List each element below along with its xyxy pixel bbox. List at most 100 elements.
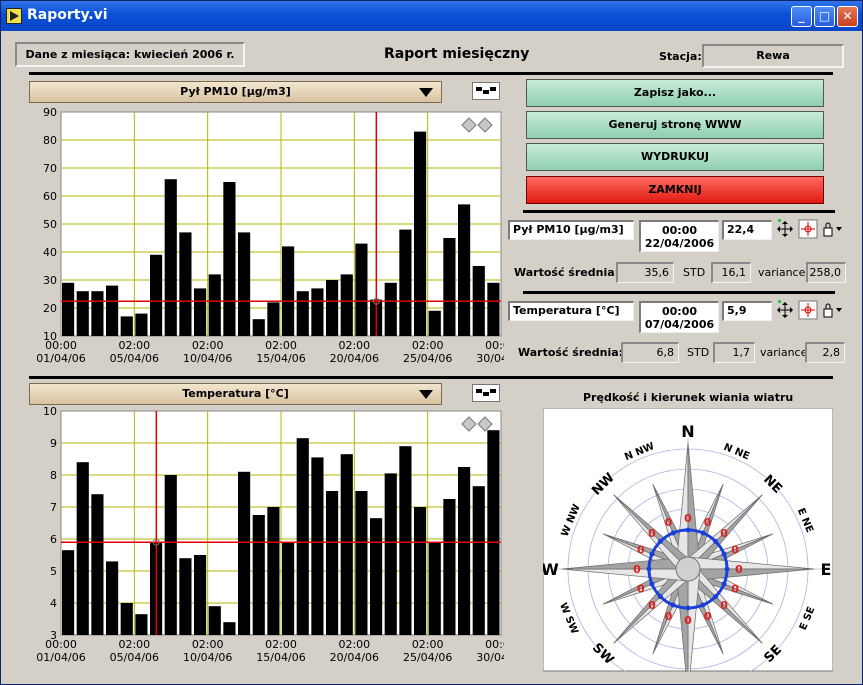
labview-vi-icon bbox=[6, 8, 22, 24]
temp-bar bbox=[135, 614, 148, 635]
wind-speed-value: 0 bbox=[704, 516, 712, 529]
temp-bar bbox=[472, 486, 485, 635]
temp-bar bbox=[76, 462, 89, 635]
print-button[interactable]: WYDRUKUJ bbox=[526, 143, 824, 171]
cursor-style-icon[interactable] bbox=[798, 300, 818, 320]
temp-bar bbox=[267, 507, 280, 635]
pm10-cursor-point[interactable] bbox=[372, 297, 380, 305]
pm10-bar bbox=[76, 291, 89, 336]
pm10-y-tick: 50 bbox=[43, 218, 57, 231]
temp-x-tick-date: 15/04/06 bbox=[256, 651, 305, 664]
temp-cursor-datetime: 00:00 07/04/2006 bbox=[639, 301, 719, 333]
pm10-cursor-tools[interactable] bbox=[775, 219, 845, 239]
bottom-chart-channel-select[interactable]: Temperatura [°C] bbox=[29, 383, 442, 405]
cursor-style-icon[interactable] bbox=[798, 219, 818, 239]
temp-y-tick: 8 bbox=[50, 469, 57, 482]
top-plot-legend[interactable] bbox=[472, 82, 500, 100]
temp-scale-diamond-icon[interactable] bbox=[477, 416, 493, 432]
close-window-button[interactable]: ✕ bbox=[837, 6, 858, 27]
pm10-bar-chart[interactable]: 10203040506070809000:0001/04/0602:0005/0… bbox=[29, 107, 504, 375]
temp-variance-value: 2,8 bbox=[805, 342, 845, 363]
temp-cursor-point[interactable] bbox=[152, 538, 160, 546]
header-divider bbox=[29, 72, 833, 75]
pm10-bar bbox=[120, 316, 133, 336]
wind-speed-point bbox=[721, 551, 727, 557]
pm10-bar bbox=[208, 274, 221, 336]
temp-variance-label: variance bbox=[760, 346, 808, 359]
pm10-bar bbox=[311, 288, 324, 336]
minimize-button[interactable]: _ bbox=[791, 6, 812, 27]
pm10-x-tick-time: 02:00 bbox=[412, 339, 444, 352]
temp-cursor-tools[interactable] bbox=[775, 300, 845, 320]
temp-y-tick: 10 bbox=[43, 406, 57, 418]
pm10-y-tick: 70 bbox=[43, 162, 57, 175]
temp-std-value: 1,7 bbox=[713, 342, 755, 363]
close-report-button[interactable]: ZAMKNIJ bbox=[526, 176, 824, 204]
pm10-scale-diamond-icon[interactable] bbox=[477, 117, 493, 133]
dropdown-arrow-icon bbox=[419, 88, 433, 97]
wind-rose-title: Prędkość i kierunek wiania wiatru bbox=[583, 391, 794, 404]
temp-bar bbox=[62, 550, 75, 635]
pm10-scale-diamond-icon[interactable] bbox=[461, 117, 477, 133]
cursor-lock-icon[interactable] bbox=[823, 222, 842, 237]
pm10-bar bbox=[135, 313, 148, 336]
pm10-x-tick-time: 02:00 bbox=[118, 339, 150, 352]
temp-bar bbox=[120, 603, 133, 635]
pm10-y-tick: 80 bbox=[43, 134, 57, 147]
wind-speed-point bbox=[724, 566, 730, 572]
pm10-bar bbox=[223, 182, 236, 336]
pm10-cursor-name[interactable]: Pył PM10 [µg/m3] bbox=[508, 220, 634, 240]
temperature-bar-chart[interactable]: 34567891000:0001/04/0602:0005/04/0602:00… bbox=[29, 406, 504, 674]
pm10-bar bbox=[326, 280, 339, 336]
temp-scale-diamond-icon[interactable] bbox=[461, 416, 477, 432]
pm10-bar bbox=[267, 302, 280, 336]
section-divider bbox=[29, 376, 833, 379]
bottom-plot-legend[interactable] bbox=[472, 384, 500, 402]
pm10-bar bbox=[414, 131, 427, 336]
temp-x-tick-time: 00:00 bbox=[485, 638, 504, 651]
wind-speed-point bbox=[700, 602, 706, 608]
temp-x-tick-date: 30/04/06 bbox=[476, 651, 504, 664]
temp-mean-label: Wartość średnia: bbox=[518, 346, 624, 359]
temp-cursor-name[interactable]: Temperatura [°C] bbox=[508, 301, 634, 321]
cursor-move-icon[interactable] bbox=[777, 221, 793, 237]
pm10-x-tick-time: 02:00 bbox=[192, 339, 224, 352]
temp-x-tick-time: 00:00 bbox=[45, 638, 77, 651]
pm10-bar bbox=[150, 254, 163, 336]
pm10-x-tick-date: 25/04/06 bbox=[403, 352, 452, 365]
pm10-std-value: 16,1 bbox=[711, 262, 751, 283]
temp-x-tick-date: 05/04/06 bbox=[110, 651, 159, 664]
temp-bar bbox=[208, 606, 221, 635]
cursor-move-icon[interactable] bbox=[777, 302, 793, 318]
title-bar[interactable]: Raporty.vi _ □ ✕ bbox=[1, 1, 862, 31]
pm10-cursor-date: 22/04/2006 bbox=[644, 237, 715, 250]
generate-www-button[interactable]: Generuj stronę WWW bbox=[526, 111, 824, 139]
wind-speed-point bbox=[700, 530, 706, 536]
pm10-mean-value: 35,6 bbox=[616, 262, 674, 283]
wind-speed-point bbox=[713, 538, 719, 544]
pm10-variance-label: variance bbox=[758, 266, 806, 279]
pm10-y-tick: 30 bbox=[43, 274, 57, 287]
month-indicator: Dane z miesiąca: kwiecień 2006 r. bbox=[15, 42, 245, 67]
temp-bar bbox=[91, 494, 104, 635]
temp-y-tick: 5 bbox=[50, 565, 57, 578]
temp-y-tick: 6 bbox=[50, 533, 57, 546]
plot-legend-icon bbox=[476, 389, 496, 396]
pm10-bar bbox=[164, 179, 177, 336]
wind-speed-value: 0 bbox=[684, 614, 692, 627]
temp-bar bbox=[428, 542, 441, 635]
temp-readout-divider bbox=[523, 291, 835, 294]
wind-speed-point bbox=[670, 530, 676, 536]
pm10-bar bbox=[487, 282, 500, 336]
cursor-lock-icon[interactable] bbox=[823, 303, 842, 318]
pm10-cursor-datetime: 00:00 22/04/2006 bbox=[639, 220, 719, 252]
station-label: Stacja: bbox=[659, 50, 702, 63]
save-as-button[interactable]: Zapisz jako... bbox=[526, 79, 824, 107]
temp-bar bbox=[355, 491, 368, 635]
pm10-x-tick-date: 10/04/06 bbox=[183, 352, 232, 365]
temp-x-tick-date: 10/04/06 bbox=[183, 651, 232, 664]
temp-bar bbox=[458, 467, 471, 635]
wind-speed-value: 0 bbox=[735, 563, 743, 576]
maximize-button[interactable]: □ bbox=[814, 6, 835, 27]
top-chart-channel-select[interactable]: Pył PM10 [µg/m3] bbox=[29, 81, 442, 103]
